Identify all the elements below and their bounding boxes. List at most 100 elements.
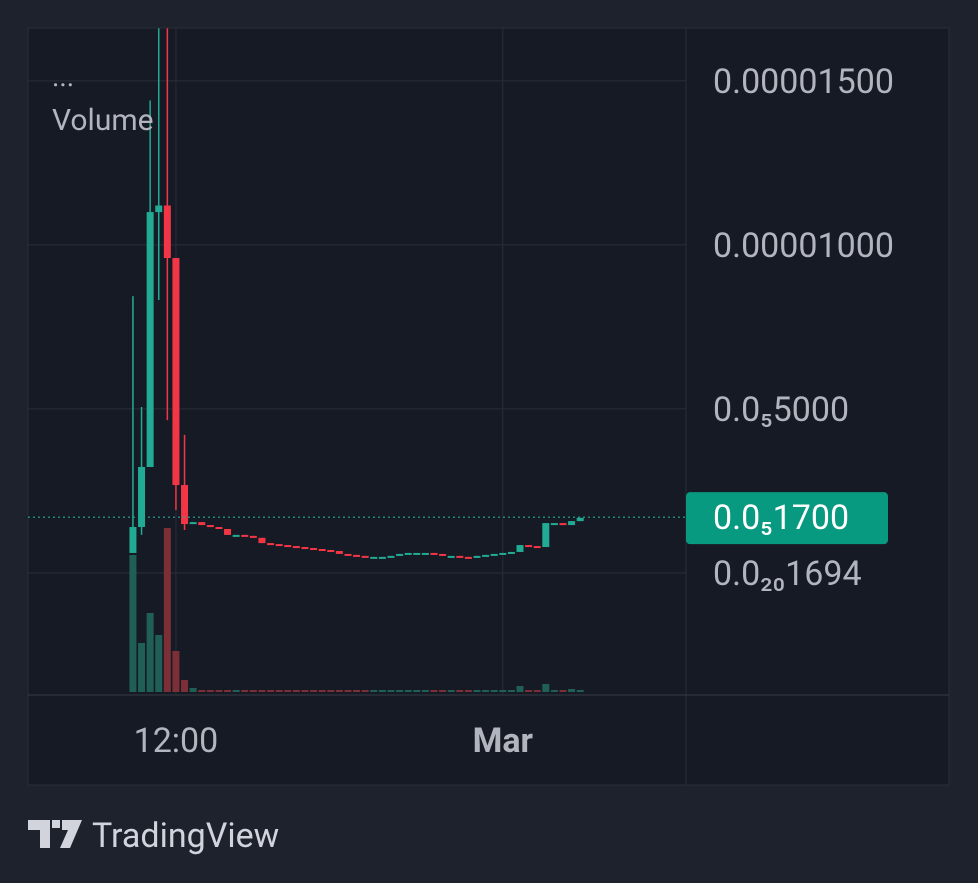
volume-bar	[525, 690, 533, 692]
candle-body	[464, 556, 472, 559]
volume-bar	[189, 688, 197, 692]
candle-body	[447, 555, 455, 558]
volume-bar	[138, 643, 146, 692]
volume-bar	[490, 690, 498, 692]
volume-bar	[258, 690, 266, 692]
indicator-label: Volume	[52, 103, 154, 138]
candle-body	[344, 553, 352, 556]
volume-bar	[507, 690, 515, 692]
volume-bar	[361, 690, 369, 692]
candle-body	[155, 205, 163, 213]
candle-body	[456, 555, 464, 558]
candle-body	[215, 527, 223, 530]
volume-bar	[473, 690, 481, 692]
volume-bar	[310, 690, 318, 692]
candle-body	[249, 535, 257, 538]
candle-body	[129, 527, 137, 553]
candle-body	[490, 553, 498, 556]
volume-bar	[542, 684, 550, 692]
candle-body	[404, 552, 412, 555]
candle-body	[318, 549, 326, 552]
volume-bar	[198, 690, 206, 692]
volume-bar	[378, 690, 386, 692]
volume-bar	[387, 690, 395, 692]
candle-body	[396, 553, 404, 556]
candle-body	[198, 522, 206, 526]
volume-bar	[439, 690, 447, 692]
volume-bar	[335, 690, 343, 692]
candle-body	[430, 552, 438, 555]
last-price-label: 0.0₅1700	[713, 498, 849, 538]
candle-body	[525, 545, 533, 548]
volume-bar	[292, 690, 300, 692]
volume-bar	[163, 528, 171, 692]
volume-bar	[172, 651, 180, 692]
candle-body	[482, 554, 490, 557]
candle-body	[292, 546, 300, 549]
volume-bar	[447, 690, 455, 692]
brand: TradingView	[92, 816, 279, 856]
volume-bar	[568, 689, 576, 692]
candle-body	[516, 545, 524, 552]
volume-bar	[559, 690, 567, 692]
volume-bar	[456, 690, 464, 692]
volume-bar	[430, 690, 438, 692]
volume-bar	[396, 690, 404, 692]
candle-body	[224, 528, 232, 535]
candle-body	[138, 466, 146, 528]
volume-bar	[344, 690, 352, 692]
volume-bar	[241, 690, 249, 692]
candle-body	[413, 552, 421, 555]
x-tick-label: 12:00	[134, 721, 219, 761]
volume-bar	[301, 690, 309, 692]
candle-body	[275, 544, 283, 547]
candle-body	[146, 212, 154, 467]
volume-bar	[353, 690, 361, 692]
candle-body	[473, 555, 481, 558]
y-tick-label: 0.00001000	[713, 226, 894, 266]
candle-body	[421, 552, 429, 555]
candle-body	[576, 517, 584, 522]
volume-bar	[533, 690, 541, 692]
volume-bar	[550, 690, 558, 692]
candle-body	[310, 548, 318, 551]
y-tick-label: 0.0₂₀1694	[713, 554, 862, 594]
candle-body	[439, 553, 447, 556]
candle-body	[499, 552, 507, 555]
candle-body	[387, 555, 395, 558]
candle-body	[172, 258, 180, 486]
volume-bar	[275, 690, 283, 692]
candle-body	[568, 521, 576, 526]
volume-bar	[370, 690, 378, 692]
volume-bar	[327, 690, 335, 692]
volume-bar	[224, 690, 232, 692]
candle-body	[361, 555, 369, 558]
candle-body	[327, 549, 335, 552]
candle-body	[353, 554, 361, 557]
candle-body	[181, 485, 189, 525]
x-tick-label: Mar	[473, 721, 534, 761]
volume-bar	[284, 690, 292, 692]
candle-body	[370, 556, 378, 559]
volume-bar	[249, 690, 257, 692]
volume-bar	[318, 690, 326, 692]
candle-body	[206, 525, 214, 528]
candle-body	[559, 523, 567, 526]
volume-bar	[421, 690, 429, 692]
volume-bar	[404, 690, 412, 692]
volume-bar	[267, 690, 275, 692]
candle-body	[241, 534, 249, 537]
volume-bar	[181, 680, 189, 692]
volume-bar	[413, 690, 421, 692]
volume-bar	[516, 686, 524, 692]
volume-bar	[232, 690, 240, 692]
candle-body	[507, 551, 515, 554]
candle-body	[533, 546, 541, 549]
y-tick-label: 0.0₅5000	[713, 390, 849, 430]
volume-bar	[129, 555, 137, 692]
candle-body	[284, 545, 292, 548]
candle-body	[378, 556, 386, 559]
y-tick-label: 0.00001500	[713, 62, 894, 102]
indicator-label: ...	[52, 60, 74, 93]
